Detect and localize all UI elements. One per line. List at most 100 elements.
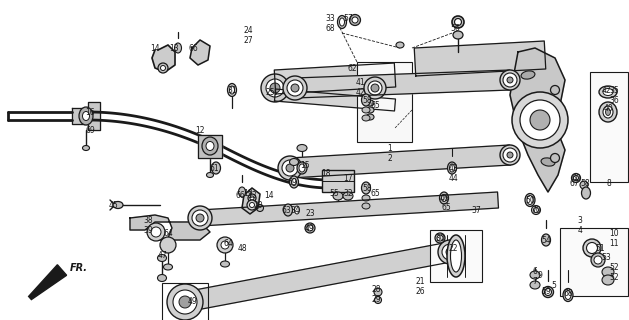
Text: 36: 36 (609, 95, 619, 105)
Text: 27: 27 (243, 36, 253, 44)
Ellipse shape (173, 290, 197, 314)
Circle shape (151, 227, 161, 237)
Text: 44: 44 (449, 173, 459, 182)
Ellipse shape (206, 141, 214, 150)
Ellipse shape (437, 235, 443, 241)
Text: 57: 57 (343, 13, 353, 22)
Circle shape (160, 237, 176, 253)
Ellipse shape (287, 80, 303, 96)
Ellipse shape (362, 203, 370, 209)
Text: 24: 24 (243, 26, 253, 35)
Ellipse shape (438, 240, 462, 264)
Ellipse shape (442, 195, 447, 202)
Text: 39: 39 (143, 226, 153, 235)
Ellipse shape (82, 111, 89, 121)
Ellipse shape (211, 162, 221, 174)
Text: 1: 1 (387, 143, 392, 153)
Polygon shape (130, 215, 210, 240)
Ellipse shape (507, 152, 513, 158)
Ellipse shape (228, 84, 237, 97)
Ellipse shape (447, 162, 457, 174)
Ellipse shape (530, 281, 540, 289)
Text: FR.: FR. (70, 263, 88, 273)
Ellipse shape (338, 15, 347, 28)
Ellipse shape (550, 154, 560, 163)
Polygon shape (274, 89, 396, 111)
Text: 6: 6 (533, 267, 537, 276)
Ellipse shape (238, 187, 245, 197)
Ellipse shape (160, 66, 165, 70)
Text: 65: 65 (370, 100, 380, 109)
Text: 10: 10 (610, 228, 619, 237)
Ellipse shape (591, 253, 605, 267)
Ellipse shape (362, 195, 370, 201)
Ellipse shape (366, 100, 374, 106)
Text: 32: 32 (343, 188, 353, 197)
Text: 65: 65 (441, 203, 451, 212)
Circle shape (217, 237, 233, 253)
Text: 68: 68 (325, 23, 335, 33)
Text: 42: 42 (601, 85, 611, 94)
Polygon shape (198, 135, 222, 158)
Ellipse shape (550, 85, 560, 94)
Ellipse shape (545, 289, 552, 295)
Ellipse shape (580, 181, 588, 189)
Text: 66: 66 (188, 44, 198, 52)
Text: 67: 67 (569, 179, 579, 188)
Ellipse shape (450, 164, 455, 172)
Ellipse shape (525, 194, 535, 206)
Ellipse shape (188, 206, 212, 230)
Ellipse shape (291, 179, 296, 186)
Ellipse shape (307, 225, 313, 231)
Ellipse shape (450, 240, 462, 272)
Ellipse shape (289, 158, 299, 165)
Polygon shape (294, 70, 510, 98)
Ellipse shape (206, 172, 213, 178)
Text: 13: 13 (169, 44, 179, 52)
Ellipse shape (350, 14, 360, 26)
Polygon shape (183, 242, 452, 312)
Text: 53: 53 (601, 253, 611, 262)
Ellipse shape (371, 84, 379, 92)
Ellipse shape (289, 176, 299, 188)
Ellipse shape (581, 187, 591, 199)
Text: 7: 7 (533, 276, 537, 285)
Ellipse shape (599, 86, 617, 98)
Text: 23: 23 (305, 209, 314, 218)
Text: 59: 59 (541, 287, 551, 297)
Polygon shape (289, 145, 511, 178)
Ellipse shape (297, 145, 307, 151)
Ellipse shape (374, 297, 382, 303)
Polygon shape (190, 40, 210, 65)
Ellipse shape (565, 291, 571, 300)
Text: 58: 58 (362, 95, 372, 105)
Text: 50: 50 (525, 196, 535, 204)
Text: 9: 9 (538, 271, 542, 281)
Text: 60: 60 (571, 173, 581, 182)
Text: 16: 16 (85, 108, 95, 116)
Polygon shape (274, 63, 396, 94)
Text: 19: 19 (243, 188, 253, 197)
Text: 55: 55 (329, 188, 339, 197)
Polygon shape (510, 48, 565, 192)
Ellipse shape (500, 145, 520, 165)
Text: 52: 52 (610, 274, 619, 283)
Ellipse shape (435, 233, 445, 243)
Ellipse shape (257, 204, 264, 212)
Text: 30: 30 (435, 234, 445, 243)
Ellipse shape (447, 235, 465, 277)
Ellipse shape (366, 107, 374, 113)
Ellipse shape (366, 114, 374, 120)
Text: 22: 22 (448, 244, 458, 252)
Ellipse shape (270, 83, 280, 93)
Polygon shape (72, 102, 100, 130)
Text: 4: 4 (577, 226, 582, 235)
Text: 49: 49 (187, 298, 197, 307)
Text: 21: 21 (415, 277, 425, 286)
Ellipse shape (343, 192, 353, 200)
Ellipse shape (362, 94, 370, 106)
Text: 28: 28 (371, 285, 381, 294)
Text: 69: 69 (85, 125, 95, 134)
Ellipse shape (333, 192, 343, 200)
Text: 11: 11 (610, 238, 619, 247)
